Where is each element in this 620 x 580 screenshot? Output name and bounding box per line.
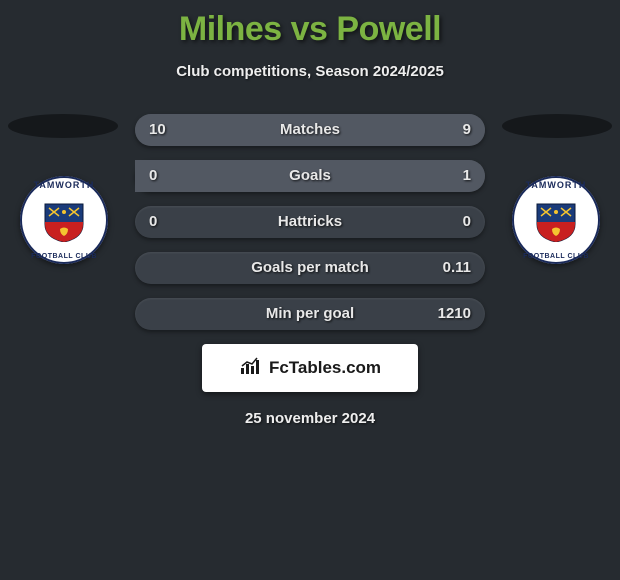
club-badge-left: TAMWORTH FOOTBALL CLUB: [20, 176, 108, 264]
stat-label: Hattricks: [135, 213, 485, 230]
stat-label: Min per goal: [135, 305, 485, 322]
badge-shadow-left: [8, 114, 118, 138]
stat-row: 109Matches: [135, 114, 485, 146]
badge-text-top: TAMWORTH: [526, 180, 587, 190]
stat-row: 0.11Goals per match: [135, 252, 485, 284]
shield-icon: [43, 202, 85, 242]
club-badge-right: TAMWORTH FOOTBALL CLUB: [512, 176, 600, 264]
stat-row: 00Hattricks: [135, 206, 485, 238]
shield-icon: [535, 202, 577, 242]
brand-text: FcTables.com: [269, 358, 381, 378]
comparison-panel: TAMWORTH FOOTBALL CLUB TAMWORTH: [0, 114, 620, 427]
chart-icon: [239, 356, 263, 381]
brand-box: FcTables.com: [202, 344, 418, 392]
stat-label: Goals: [135, 167, 485, 184]
badge-text-top: TAMWORTH: [34, 180, 95, 190]
stat-label: Matches: [135, 121, 485, 138]
stat-row: 01Goals: [135, 160, 485, 192]
page-title: Milnes vs Powell: [0, 0, 620, 49]
stat-label: Goals per match: [135, 259, 485, 276]
date-text: 25 november 2024: [0, 410, 620, 427]
badge-text-bottom: FOOTBALL CLUB: [31, 253, 97, 260]
subtitle: Club competitions, Season 2024/2025: [0, 63, 620, 80]
badge-shadow-right: [502, 114, 612, 138]
badge-text-bottom: FOOTBALL CLUB: [523, 253, 589, 260]
stat-row: 1210Min per goal: [135, 298, 485, 330]
stats-bars: 109Matches 01Goals 00Hattricks 0.11Goals pe…: [135, 114, 485, 330]
